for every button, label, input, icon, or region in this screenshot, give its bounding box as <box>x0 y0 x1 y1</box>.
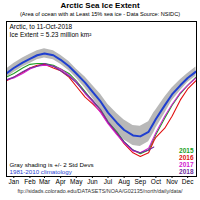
svg-text:Feb: Feb <box>24 178 36 185</box>
svg-text:Dec: Dec <box>182 178 194 185</box>
html-text:Arctic Sea Ice Extent: Arctic Sea Ice Extent <box>60 1 140 10</box>
svg-text:Sep: Sep <box>134 178 146 186</box>
svg-text:2016: 2016 <box>179 154 194 161</box>
html-text:(Area of ocean with at Least 1: (Area of ocean with at Least 15% sea ice… <box>19 11 181 17</box>
svg-text:Jun: Jun <box>87 178 98 185</box>
svg-text:Gray shading is +/- 2 Std Devs: Gray shading is +/- 2 Std Devs <box>10 161 94 168</box>
svg-text:2018: 2018 <box>179 168 194 175</box>
svg-text:1981-2010 climatology: 1981-2010 climatology <box>10 168 73 175</box>
svg-text:Ice Extent = 5.23 million km²: Ice Extent = 5.23 million km² <box>10 31 93 38</box>
svg-text:Nov: Nov <box>166 178 178 185</box>
svg-text:May: May <box>70 178 83 186</box>
svg-text:Oct: Oct <box>151 178 161 185</box>
svg-text:Mar: Mar <box>39 178 51 185</box>
html-text:ftp://sidads.colorado.edu/DATA: ftp://sidads.colorado.edu/DATASETS/NOAA/… <box>17 188 183 194</box>
svg-text:Jul: Jul <box>104 178 113 185</box>
svg-text:2015: 2015 <box>179 147 194 154</box>
svg-text:Aug: Aug <box>118 178 130 186</box>
svg-text:Apr: Apr <box>56 178 67 186</box>
svg-text:Jan: Jan <box>9 178 20 185</box>
svg-text:Arctic, to 11-Oct-2018: Arctic, to 11-Oct-2018 <box>10 23 73 30</box>
svg-text:2017: 2017 <box>179 161 194 168</box>
